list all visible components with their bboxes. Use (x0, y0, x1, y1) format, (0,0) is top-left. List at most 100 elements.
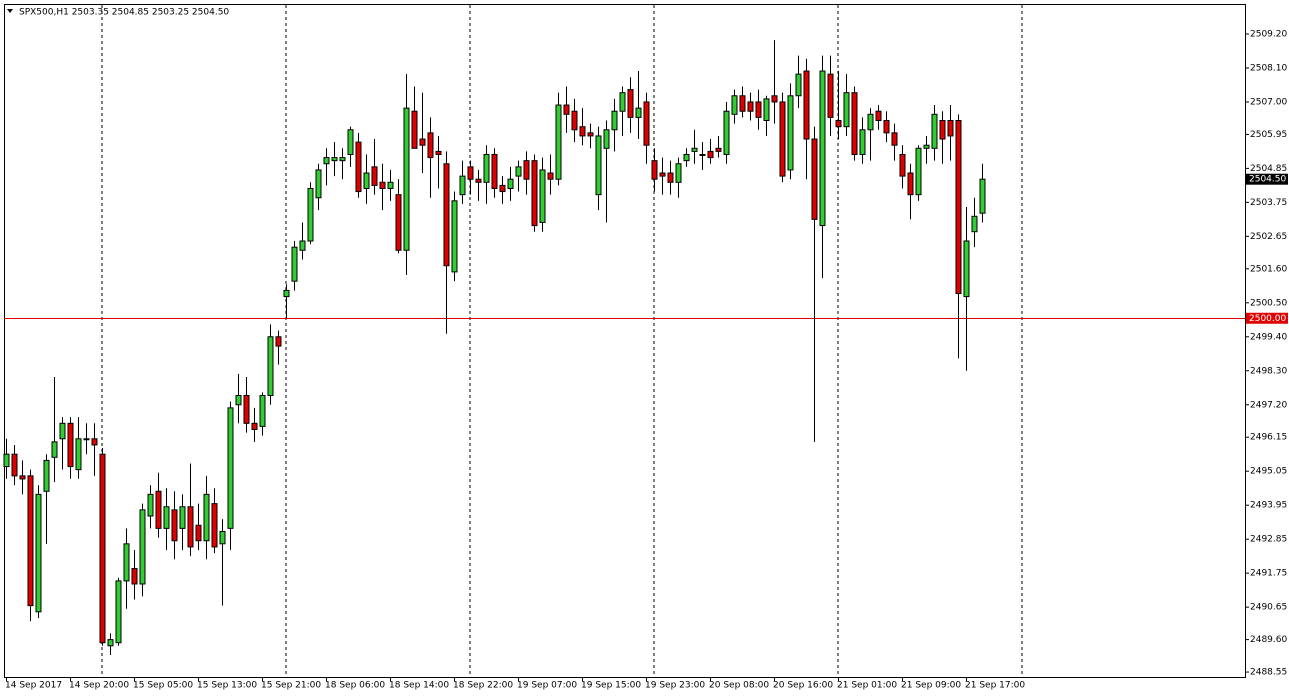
candle-body (723, 110, 730, 155)
candle-body (187, 506, 194, 548)
plot-frame (4, 4, 1246, 678)
x-tick-label: 15 Sep 05:00 (133, 681, 193, 691)
candle-body (531, 160, 538, 227)
x-tick-label: 21 Sep 09:00 (901, 681, 961, 691)
candle-body (403, 107, 410, 251)
candle-body (883, 119, 890, 134)
candle-body (27, 475, 34, 607)
candle-body (419, 138, 426, 146)
candle-body (195, 524, 202, 542)
candle-body (915, 147, 922, 196)
candle-body (379, 181, 386, 189)
candle-body (155, 490, 162, 529)
candle-body (683, 153, 690, 162)
candle-body (483, 153, 490, 183)
candle-body (235, 395, 242, 406)
candle-body (147, 493, 154, 517)
candle-body (931, 113, 938, 149)
candle-body (795, 73, 802, 97)
candle-body (347, 129, 354, 155)
candle-body (299, 240, 306, 251)
y-tick-label: 2508.10 (1250, 63, 1287, 73)
candle-body (771, 95, 778, 103)
candle-body (547, 172, 554, 180)
candle-body (35, 493, 42, 613)
candle-body (507, 178, 514, 189)
candle-body (163, 506, 170, 529)
candle-body (243, 395, 250, 424)
candle-body (555, 104, 562, 180)
candle-body (739, 95, 746, 112)
candle-body (587, 132, 594, 137)
candle-body (539, 169, 546, 223)
candle-body (755, 101, 762, 118)
y-tick-label: 2490.65 (1250, 603, 1287, 613)
y-tick-label: 2493.95 (1250, 501, 1287, 511)
candle-body (635, 107, 642, 118)
candle-body (939, 119, 946, 140)
candle-body (291, 246, 298, 282)
candle-body (699, 153, 706, 156)
candle-body (835, 119, 842, 128)
candle-body (971, 215, 978, 233)
last-price-label: 2504.50 (1249, 175, 1286, 185)
x-tick-label: 14 Sep 20:00 (69, 681, 129, 691)
candle-body (523, 160, 530, 180)
candle-body (323, 157, 330, 165)
candle-body (803, 70, 810, 140)
candle-body (827, 73, 834, 118)
candle-body (843, 92, 850, 128)
x-tick-label: 15 Sep 13:00 (197, 681, 257, 691)
candle-body (59, 422, 66, 440)
candle-body (891, 132, 898, 146)
candle-body (467, 166, 474, 180)
candle-body (651, 160, 658, 180)
candle-body (331, 157, 338, 162)
candle-body (763, 98, 770, 121)
candle-body (611, 110, 618, 131)
candle-body (19, 475, 26, 480)
candle-body (387, 181, 394, 189)
candle-body (571, 110, 578, 131)
candle-body (123, 543, 130, 582)
candle-body (115, 580, 122, 644)
candle-body (499, 184, 506, 193)
y-tick-label: 2488.55 (1250, 668, 1287, 678)
candle-body (859, 129, 866, 155)
candle-body (315, 169, 322, 199)
candle-body (219, 530, 226, 545)
y-tick-label: 2496.15 (1250, 433, 1287, 443)
candle-body (251, 422, 258, 430)
candle-body (67, 422, 74, 468)
candle-body (595, 135, 602, 196)
candle-body (603, 129, 610, 149)
candle-body (475, 178, 482, 183)
y-tick-label: 2498.30 (1250, 366, 1287, 376)
y-tick-label: 2507.00 (1250, 97, 1287, 107)
candle-body (283, 289, 290, 298)
candle-body (787, 95, 794, 171)
candle-body (139, 509, 146, 585)
x-tick-label: 19 Sep 07:00 (517, 681, 577, 691)
candle-body (619, 92, 626, 112)
candle-body (899, 153, 906, 177)
candle-body (451, 200, 458, 273)
candle-body (515, 166, 522, 177)
candle-body (907, 172, 914, 196)
candle-body (211, 503, 218, 548)
candle-body (227, 407, 234, 529)
candle-body (203, 493, 210, 542)
candle-body (691, 147, 698, 152)
candle-body (923, 144, 930, 149)
candle-body (171, 509, 178, 542)
candle-body (179, 506, 186, 529)
candle-body (675, 163, 682, 183)
y-tick-label: 2509.20 (1250, 29, 1287, 39)
x-tick-label: 18 Sep 06:00 (325, 681, 385, 691)
x-tick-label: 14 Sep 2017 (5, 681, 62, 691)
last-price-box (1246, 173, 1288, 185)
candle-body (955, 119, 962, 295)
candle-body (779, 101, 786, 177)
x-tick-label: 18 Sep 22:00 (453, 681, 513, 691)
